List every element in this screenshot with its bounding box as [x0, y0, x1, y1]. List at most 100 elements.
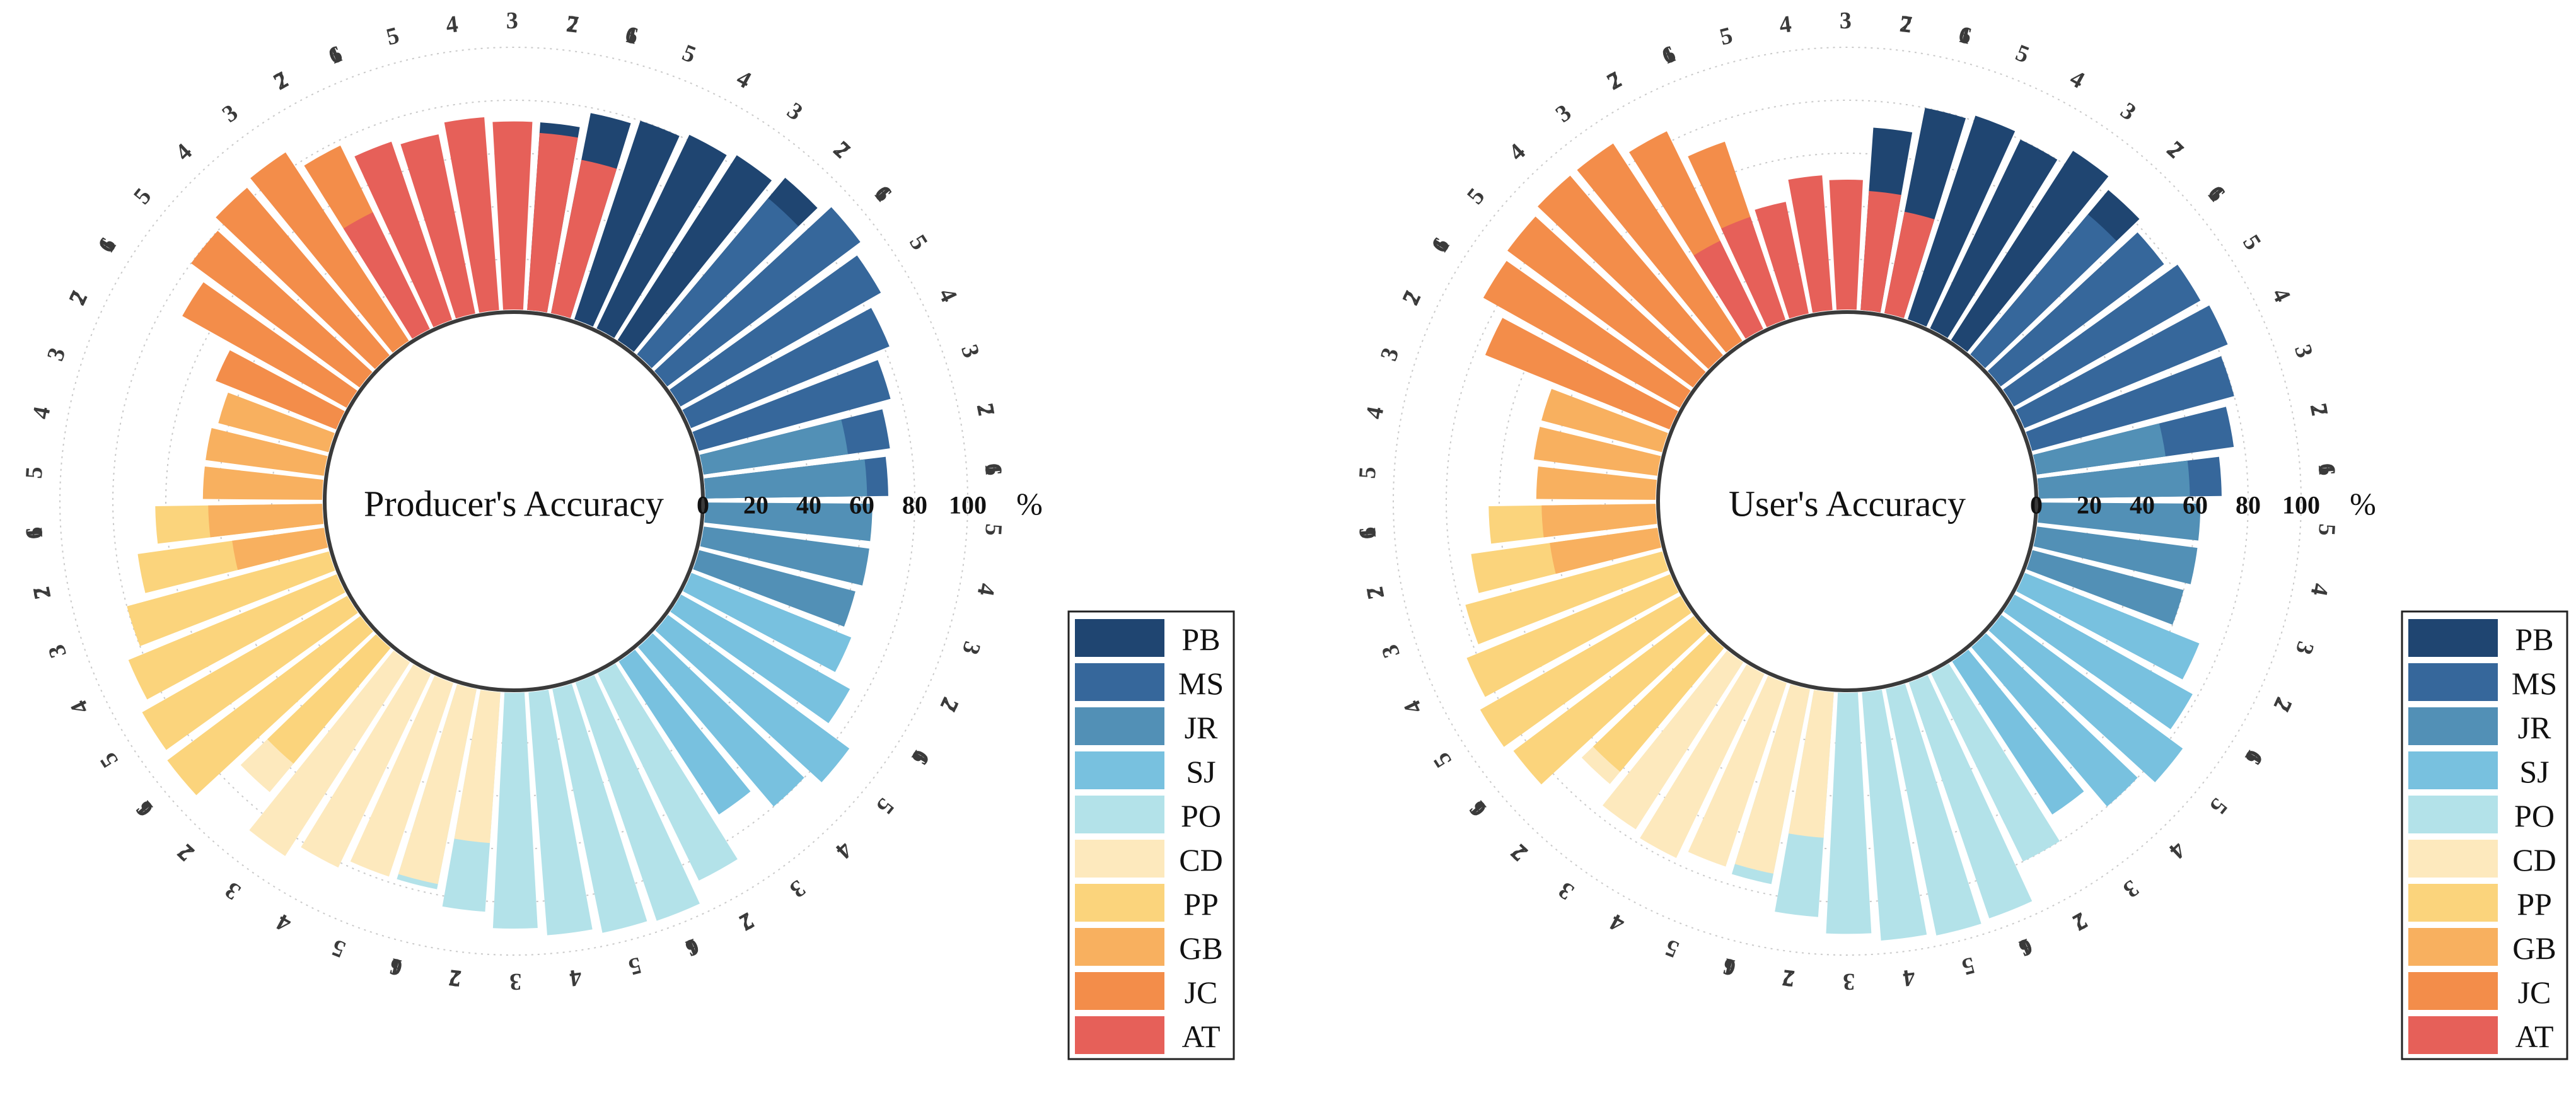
bar-at-6 [354, 141, 453, 328]
bar-cd-4 [301, 664, 431, 868]
bar-cd-6 [1734, 684, 1810, 874]
legend-swatch-po [1075, 796, 1164, 833]
bar-cd-3 [249, 650, 410, 856]
bar-index-label: 7 [2305, 401, 2333, 418]
bar-index-label: 3 [218, 100, 243, 128]
radial-tick-label: 100 [2282, 491, 2320, 519]
bar-ms-4 [682, 308, 890, 429]
bar-index-label: 1 [1354, 526, 1381, 540]
bar-index-label: 7 [1506, 838, 1533, 866]
bar-index-label: 3 [1840, 8, 1852, 34]
bar-jr-7 [699, 419, 848, 475]
legend-producers: PB MS JR SJ PO CD PP GB JC AT [1067, 610, 1235, 1060]
bar-index-label: 5 [980, 523, 1007, 536]
radial-tick-label: 40 [796, 491, 821, 519]
bar-at-7 [1693, 240, 1763, 339]
legend-swatch-ms [1075, 663, 1164, 701]
grid-circle [59, 47, 968, 956]
bar-index-label: 1 [1956, 21, 1975, 50]
bar-pb-5 [1907, 115, 2016, 327]
bar-jr-6 [704, 459, 867, 499]
bar-jc-6 [182, 282, 357, 408]
radial-tick-label: 60 [849, 491, 874, 519]
bar-index-label: 5 [21, 466, 48, 479]
bar-sj-5 [1988, 615, 2183, 782]
bar-index-label: 6 [325, 40, 345, 69]
bar-index-label: 6 [2202, 180, 2230, 206]
legend-swatch-ms [2408, 663, 2498, 701]
bar-index-label: 5 [1661, 934, 1682, 963]
bar-index-label: 4 [972, 581, 1001, 598]
bar-index-label: 3 [2289, 341, 2318, 361]
bar-jc-6 [1483, 260, 1691, 408]
bar-index-label: 2 [1781, 964, 1796, 992]
bar-pp-3 [1465, 551, 1669, 644]
bar-index-label: 6 [869, 180, 896, 206]
bar-index-label: 6 [1720, 953, 1739, 981]
radial-tick-label: 40 [2130, 491, 2155, 519]
grid-circle [1393, 47, 2302, 956]
bar-index-label: 4 [568, 964, 583, 992]
bar-index-label: 5 [1428, 748, 1457, 772]
bar-index-label: 7 [1362, 584, 1390, 601]
bar-index-label: 5 [1959, 952, 1978, 980]
bar-index-label: 3 [220, 876, 245, 905]
bar-index-label: 3 [1553, 876, 1579, 905]
bar-ms-3 [2026, 356, 2234, 451]
bar-cd-5 [1688, 675, 1787, 867]
bar-index-label: 6 [2313, 463, 2340, 477]
bar-index-label: 3 [957, 638, 986, 658]
bar-index-label: 6 [1658, 40, 1679, 69]
bar-jc-7 [216, 350, 345, 430]
bar-index-label: 3 [506, 8, 518, 34]
legend-label: AT [2515, 1019, 2553, 1054]
bar-index-label: 5 [383, 22, 402, 50]
bar-pb-4 [1930, 139, 2058, 339]
bar-index-label: 5 [2313, 523, 2340, 536]
bar-sj-5 [655, 615, 850, 782]
bar-index-label: 5 [328, 934, 349, 963]
bar-sj-3 [618, 649, 751, 815]
bar-cd-7 [1789, 690, 1834, 838]
radial-tick-label: 80 [2236, 491, 2261, 519]
bar-po-3 [1826, 692, 1872, 934]
bar-index-label: 3 [956, 341, 985, 361]
bar-ms-7 [637, 198, 799, 368]
bar-index-label: 4 [830, 837, 857, 864]
legend-label: JC [2518, 975, 2551, 1010]
bar-pp-4 [1466, 574, 1679, 697]
legend-swatch-jr [1075, 707, 1164, 745]
bar-jc-4 [1538, 175, 1723, 369]
bar-index-label: 6 [21, 526, 48, 540]
bar-index-label: 4 [2306, 581, 2334, 598]
legend-swatch-pp [2408, 884, 2498, 922]
bar-po-5 [552, 683, 647, 933]
bar-jc-7 [1485, 318, 1678, 430]
bar-ms-4 [2016, 305, 2228, 429]
bar-index-label: 3 [2290, 638, 2319, 658]
bar-gb-4 [1533, 427, 1661, 476]
bar-index-label: 4 [66, 696, 95, 718]
bar-gb-7 [1550, 528, 1662, 574]
bar-jc-5 [1507, 216, 1706, 388]
bar-ms-5 [2003, 264, 2201, 407]
legend-swatch-jc [2408, 972, 2498, 1010]
legend-label: PB [1181, 622, 1220, 657]
bar-index-label: 1 [623, 21, 641, 50]
legend-users: PB MS JR SJ PO CD PP GB JC AT [2401, 610, 2568, 1060]
bar-index-label: 5 [871, 793, 900, 819]
bar-po-7 [598, 663, 738, 881]
bar-index-label: 7 [735, 907, 758, 936]
legend-label: CD [2512, 842, 2556, 878]
bar-gb-6 [208, 504, 324, 538]
bar-index-label: 3 [1551, 100, 1576, 128]
bar-pp-6 [167, 616, 373, 796]
bar-index-label: 7 [2068, 907, 2092, 936]
bar-index-label: 6 [980, 463, 1007, 477]
bar-pb-3 [1951, 151, 2109, 352]
bar-sj-7 [2016, 572, 2200, 680]
bar-index-label: 6 [1426, 233, 1455, 257]
bar-pp-7 [267, 634, 391, 764]
legend-label: SJ [1186, 754, 1215, 789]
bar-index-label: 6 [682, 932, 702, 961]
